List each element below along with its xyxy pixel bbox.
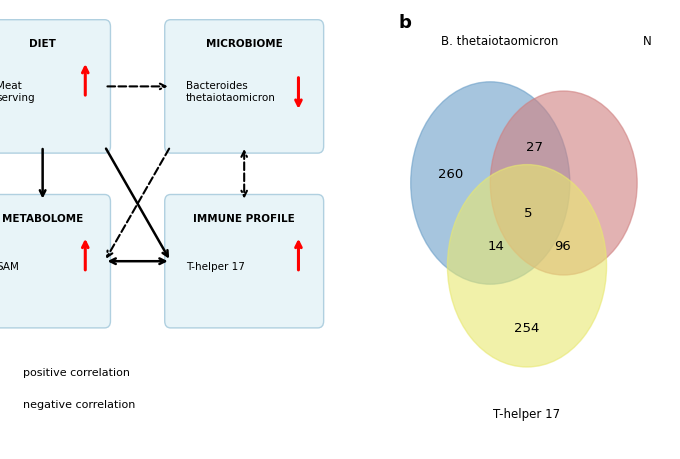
Text: N: N: [643, 35, 652, 48]
Text: positive correlation: positive correlation: [23, 367, 131, 377]
Text: SAM: SAM: [0, 261, 19, 271]
Ellipse shape: [411, 83, 570, 285]
Text: 5: 5: [524, 207, 533, 220]
Text: T-helper 17: T-helper 17: [186, 261, 245, 271]
Text: IMMUNE PROFILE: IMMUNE PROFILE: [193, 213, 295, 224]
FancyBboxPatch shape: [165, 195, 324, 328]
FancyBboxPatch shape: [165, 21, 324, 154]
Ellipse shape: [490, 92, 637, 275]
Text: DIET: DIET: [29, 39, 56, 49]
Text: MICROBIOME: MICROBIOME: [206, 39, 283, 49]
FancyBboxPatch shape: [0, 195, 110, 328]
Text: 14: 14: [488, 239, 505, 252]
Text: T-helper 17: T-helper 17: [494, 407, 560, 420]
Text: METABOLOME: METABOLOME: [2, 213, 83, 224]
Text: B. thetaiotaomicron: B. thetaiotaomicron: [441, 35, 559, 48]
Text: Meat
serving: Meat serving: [0, 81, 35, 102]
Ellipse shape: [447, 165, 607, 367]
Text: 27: 27: [526, 140, 543, 153]
FancyBboxPatch shape: [0, 21, 110, 154]
Text: negative correlation: negative correlation: [23, 399, 135, 409]
Text: 96: 96: [554, 239, 571, 252]
Text: 254: 254: [514, 322, 540, 335]
Text: 260: 260: [438, 168, 463, 181]
Text: b: b: [398, 14, 411, 32]
Text: Bacteroides
thetaiotaomicron: Bacteroides thetaiotaomicron: [186, 81, 276, 102]
